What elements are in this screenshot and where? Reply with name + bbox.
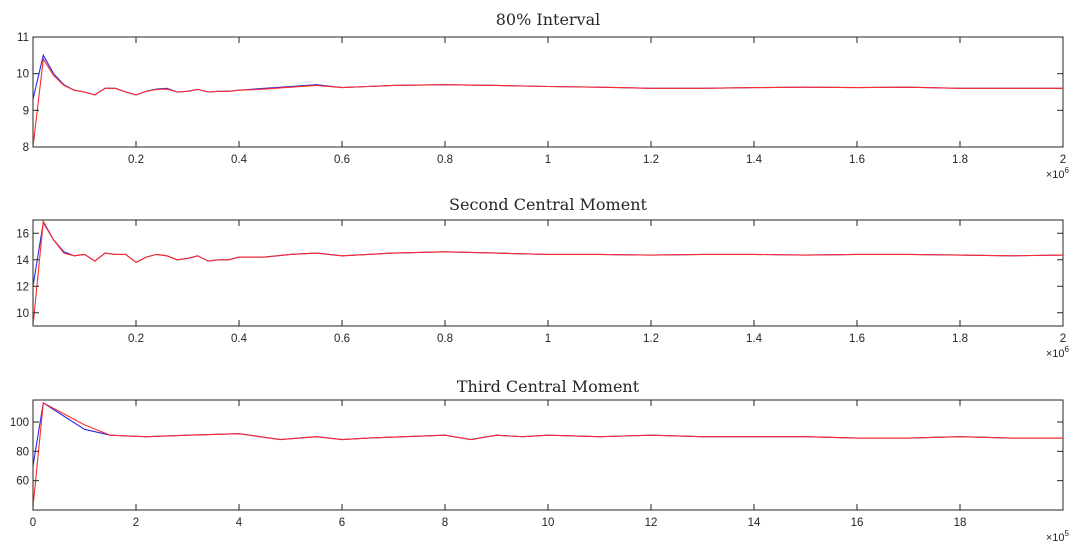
x-tick-label: 0.6 (334, 333, 350, 345)
y-tick-label: 9 (23, 105, 29, 117)
x-tick-label: 1.4 (746, 154, 763, 166)
subplot-3: Third Central Moment 0 2 4 6 8 10 12 14 16 18 60 80 1… (10, 377, 1070, 544)
x-tick-label: 2 (1060, 333, 1066, 345)
x-tick-label: 1.6 (849, 154, 865, 166)
x-exponent-label: ×105 (1046, 529, 1070, 544)
x-tick-label: 1.2 (643, 333, 659, 345)
y-tick-label: 16 (16, 228, 29, 240)
subplot-1: 80% Interval 0.2 0.4 0.6 0.8 1 1.2 1.4 1.6 1.8 2 8 9… (16, 10, 1069, 181)
x-tick-label: 0.4 (231, 154, 248, 166)
y-tick-label: 10 (16, 308, 29, 320)
x-tick-label: 2 (133, 517, 139, 529)
x-tick-label: 14 (748, 517, 761, 529)
series-line-2 (33, 220, 1063, 326)
y-tick-label: 10 (16, 69, 29, 81)
y-tick-label: 80 (16, 446, 29, 458)
chart-title: 80% Interval (496, 10, 601, 29)
x-exponent-label: ×106 (1046, 166, 1070, 181)
y-tick-label: 60 (16, 476, 29, 488)
x-tick-label: 1.8 (952, 333, 968, 345)
x-tick-label: 0.2 (128, 154, 144, 166)
x-tick-label: 4 (236, 517, 243, 529)
series-line-2 (33, 57, 1063, 147)
x-tick-label: 16 (851, 517, 864, 529)
x-tick-label: 8 (442, 517, 448, 529)
x-tick-label: 1.8 (952, 154, 968, 166)
y-tick-label: 12 (16, 281, 29, 293)
y-tick-label: 100 (10, 417, 29, 429)
x-tick-label: 1.2 (643, 154, 659, 166)
chart-title: Second Central Moment (449, 195, 647, 214)
x-tick-label: 0.2 (128, 333, 144, 345)
x-tick-label: 1 (545, 333, 551, 345)
x-tick-label: 0.8 (437, 154, 453, 166)
x-tick-label: 0 (30, 517, 36, 529)
x-tick-label: 2 (1060, 154, 1066, 166)
x-exponent-value: 6 (1065, 345, 1070, 354)
x-tick-label: 12 (645, 517, 658, 529)
x-tick-label: 1.4 (746, 333, 763, 345)
x-tick-label: 0.6 (334, 154, 350, 166)
subplot-2: Second Central Moment 0.2 0.4 0.6 0.8 1 1.2 1.4… (16, 195, 1069, 360)
y-tick-label: 11 (17, 32, 29, 44)
y-tick-label: 8 (23, 142, 29, 154)
y-tick-label: 14 (16, 255, 29, 267)
axes-box (32, 399, 1064, 511)
x-tick-label: 0.8 (437, 333, 453, 345)
series-line-2 (33, 402, 1063, 508)
x-tick-label: 1 (545, 154, 551, 166)
x-tick-label: 1.6 (849, 333, 865, 345)
x-tick-label: 0.4 (231, 333, 248, 345)
axes-box (32, 219, 1064, 327)
axes-box (32, 36, 1064, 148)
x-tick-label: 10 (542, 517, 555, 529)
x-tick-label: 18 (954, 517, 967, 529)
x-exponent-value: 6 (1065, 166, 1070, 175)
chart-title: Third Central Moment (457, 377, 640, 396)
x-exponent-value: 5 (1065, 529, 1070, 538)
x-exponent-label: ×106 (1046, 345, 1070, 360)
x-tick-label: 6 (339, 517, 345, 529)
